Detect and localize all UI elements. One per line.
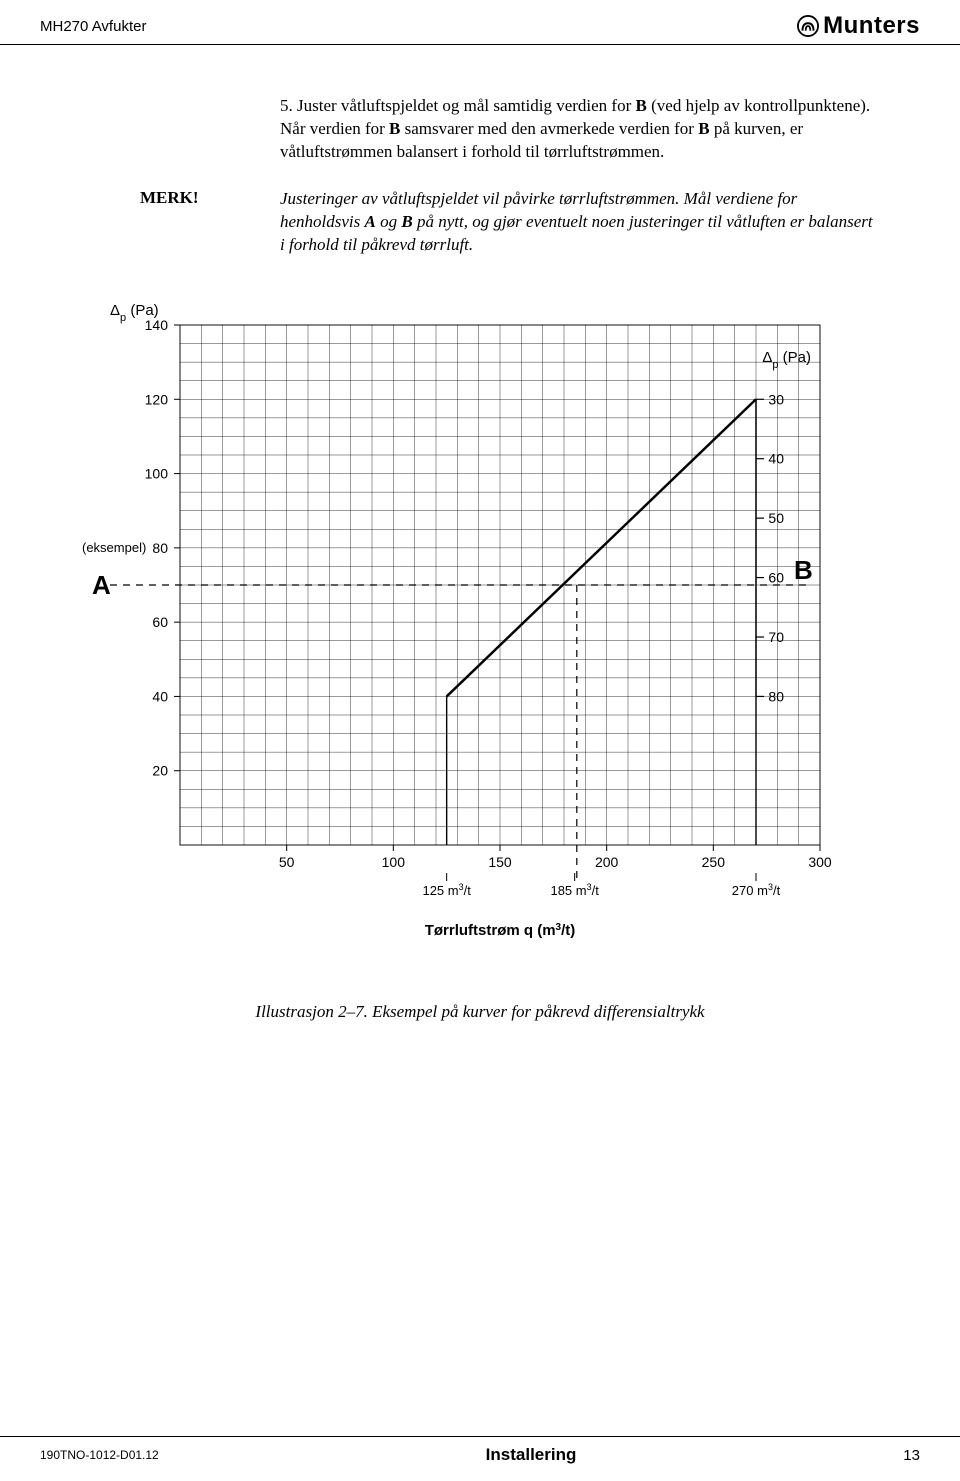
footer-doc-id: 190TNO-1012-D01.12: [40, 1448, 159, 1462]
note-row: MERK! Justeringer av våtluftspjeldet vil…: [70, 188, 890, 257]
svg-text:250: 250: [702, 854, 726, 870]
step-number: 5.: [280, 96, 293, 115]
footer-section: Installering: [486, 1445, 577, 1465]
brand-name: Munters: [823, 12, 920, 40]
svg-text:(eksempel): (eksempel): [82, 539, 146, 554]
step-body: Juster våtluftspjeldet og mål samtidig v…: [280, 96, 870, 161]
svg-text:60: 60: [768, 569, 784, 585]
content-area: 5. Juster våtluftspjeldet og mål samtidi…: [0, 45, 960, 1022]
brand-logo: Munters: [797, 12, 920, 40]
svg-text:40: 40: [768, 450, 784, 466]
svg-text:80: 80: [768, 688, 784, 704]
chart-container: 20 40 60 80 100 120 140 50 100 150 200 250 300 125 m3…: [70, 285, 890, 970]
svg-text:140: 140: [145, 317, 169, 333]
svg-text:30: 30: [768, 391, 784, 407]
svg-text:80: 80: [152, 539, 168, 555]
footer-page-number: 13: [903, 1447, 920, 1464]
svg-text:120: 120: [145, 391, 169, 407]
svg-text:60: 60: [152, 614, 168, 630]
document-title: MH270 Avfukter: [40, 18, 146, 35]
step-5-text: 5. Juster våtluftspjeldet og mål samtidi…: [280, 95, 880, 164]
pressure-chart: 20 40 60 80 100 120 140 50 100 150 200 250 300 125 m3…: [70, 285, 890, 965]
svg-text:A: A: [92, 570, 111, 600]
svg-text:40: 40: [152, 688, 168, 704]
note-label: MERK!: [70, 188, 280, 257]
chart-caption: Illustrasjon 2–7. Eksempel på kurver for…: [70, 1002, 890, 1022]
svg-text:125 m3/t: 125 m3/t: [422, 882, 471, 898]
svg-text:150: 150: [488, 854, 512, 870]
svg-text:B: B: [794, 555, 813, 585]
svg-text:100: 100: [382, 854, 406, 870]
svg-text:200: 200: [595, 854, 619, 870]
note-body: Justeringer av våtluftspjeldet vil påvir…: [280, 188, 880, 257]
svg-text:270 m3/t: 270 m3/t: [732, 882, 781, 898]
svg-text:50: 50: [768, 510, 784, 526]
svg-text:Δp (Pa): Δp (Pa): [762, 349, 811, 371]
brand-icon: [797, 15, 819, 37]
page-header: MH270 Avfukter Munters: [0, 0, 960, 45]
svg-text:70: 70: [768, 629, 784, 645]
svg-text:185 m3/t: 185 m3/t: [550, 882, 599, 898]
svg-text:50: 50: [279, 854, 295, 870]
page-footer: 190TNO-1012-D01.12 Installering 13: [0, 1436, 960, 1481]
svg-text:20: 20: [152, 762, 168, 778]
svg-text:100: 100: [145, 465, 169, 481]
svg-text:300: 300: [808, 854, 832, 870]
svg-text:Tørrluftstrøm q (m3/t): Tørrluftstrøm q (m3/t): [425, 921, 576, 939]
